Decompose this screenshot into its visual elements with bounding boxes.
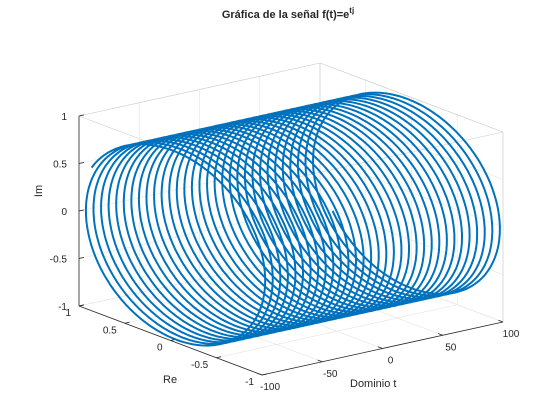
y-axis-label: Re — [163, 374, 177, 386]
y-tick-label: 1 — [65, 308, 71, 319]
helix-curve — [84, 91, 501, 347]
z-axis-label: Im — [33, 185, 45, 197]
box-edge — [319, 62, 504, 133]
x-tick-mark — [438, 333, 443, 336]
grid-line — [319, 110, 504, 180]
box-edge — [78, 62, 321, 117]
y-tick-mark — [261, 373, 267, 376]
z-tick-label: 0 — [61, 207, 67, 218]
y-tick-label: 0 — [157, 343, 163, 354]
y-tick-label: 0.5 — [103, 325, 117, 336]
signal-line — [84, 91, 501, 347]
y-tick-label: -1 — [245, 377, 254, 388]
z-tick-mark — [78, 257, 84, 259]
z-tick-label: -1 — [58, 302, 67, 313]
x-tick-mark — [257, 372, 263, 376]
x-tick-label: 0 — [388, 356, 394, 367]
x-axis-label: Dominio t — [350, 378, 396, 390]
box-edge — [261, 131, 504, 186]
chart-title: Gráfica de la señal f(t)=etj — [222, 6, 354, 21]
z-tick-mark — [78, 209, 84, 212]
x-tick-mark — [317, 359, 323, 363]
x-tick-mark — [498, 319, 504, 323]
z-tick-label: -0.5 — [50, 255, 68, 266]
z-tick-mark — [78, 114, 84, 117]
x-tick-mark — [377, 346, 383, 349]
y-tick-mark — [124, 321, 130, 324]
y-tick-mark — [216, 356, 222, 359]
x-tick-label: 100 — [503, 329, 520, 340]
z-tick-mark — [78, 304, 84, 307]
x-tick-label: -100 — [260, 382, 280, 393]
z-tick-mark — [78, 162, 84, 164]
z-tick-label: 1 — [61, 112, 67, 123]
grid-line — [216, 304, 458, 359]
x-tick-label: -50 — [323, 369, 338, 380]
x-tick-label: 50 — [445, 342, 457, 353]
z-tick-label: 0.5 — [53, 160, 67, 171]
y-tick-label: -0.5 — [191, 360, 209, 371]
